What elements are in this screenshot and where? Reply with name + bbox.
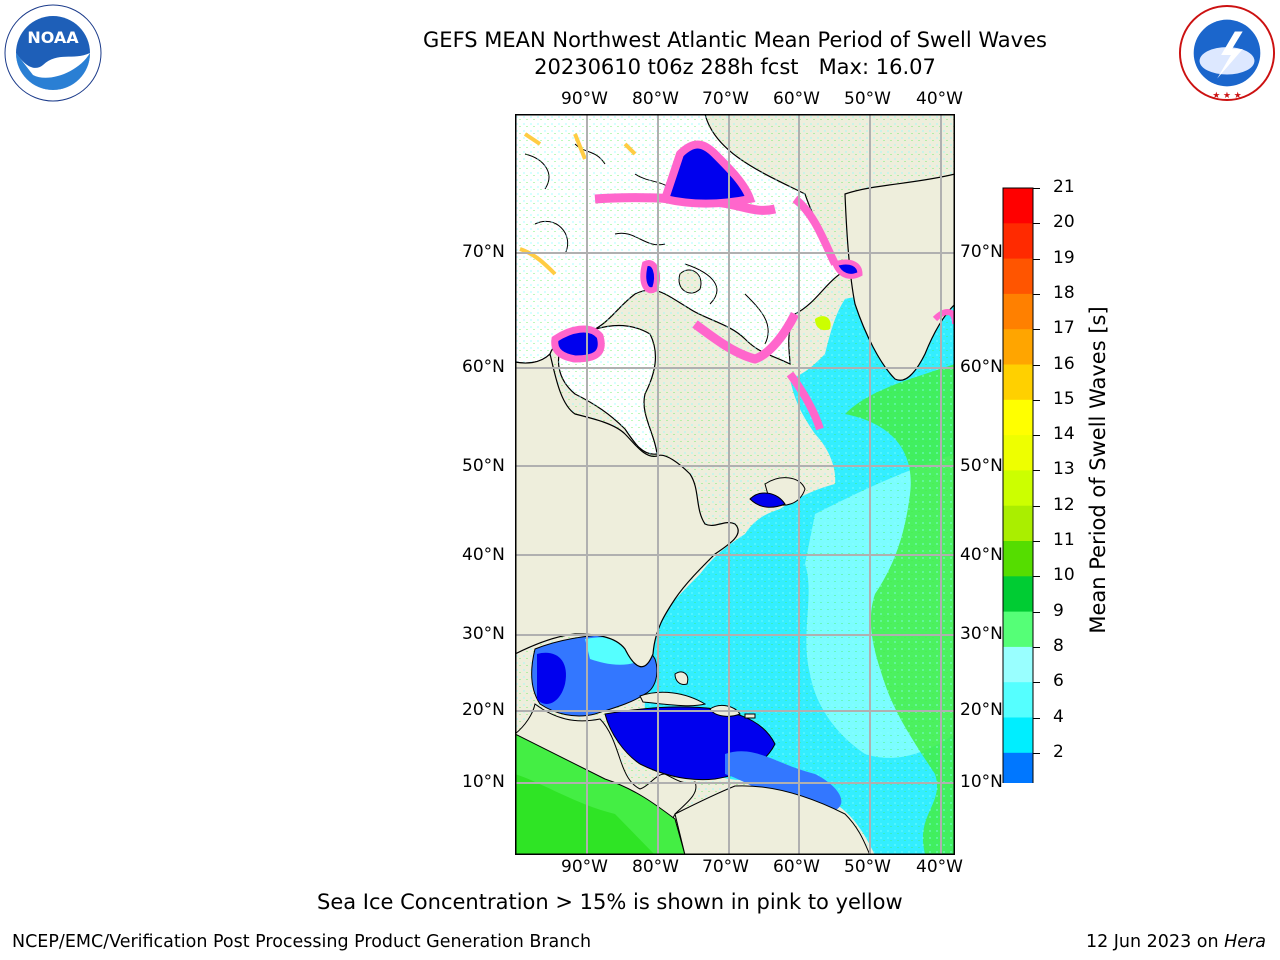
colorbar-segment bbox=[1003, 258, 1033, 295]
max-label: Max: 16.07 bbox=[818, 55, 936, 79]
colorbar-tick bbox=[1033, 258, 1040, 260]
colorbar-segment bbox=[1003, 435, 1033, 471]
colorbar-tick-label: 12 bbox=[1053, 494, 1075, 515]
colorbar-tick-label: 8 bbox=[1053, 635, 1064, 656]
colorbar-tick bbox=[1033, 470, 1040, 472]
colorbar-title: Mean Period of Swell Waves [s] bbox=[1086, 306, 1110, 634]
graticule bbox=[515, 114, 955, 855]
colorbar-tick bbox=[1033, 752, 1040, 754]
colorbar-segment bbox=[1003, 611, 1033, 648]
lat-label-right: 40°N bbox=[960, 545, 1003, 565]
colorbar-tick-label: 9 bbox=[1053, 600, 1064, 621]
colorbar-tick-label: 17 bbox=[1053, 318, 1075, 339]
colorbar-segment bbox=[1003, 752, 1033, 783]
footer-branch: NCEP/EMC/Verification Post Processing Pr… bbox=[12, 932, 592, 952]
sea-ice-note: Sea Ice Concentration > 15% is shown in … bbox=[317, 890, 903, 914]
colorbar-segment bbox=[1003, 682, 1033, 718]
map bbox=[515, 114, 955, 855]
colorbar-segment bbox=[1003, 293, 1033, 330]
colorbar-tick bbox=[1033, 717, 1040, 719]
colorbar-tick bbox=[1033, 611, 1040, 613]
north-america bbox=[515, 352, 739, 668]
colorbar-tick-label: 15 bbox=[1053, 388, 1075, 409]
colorbar-segment bbox=[1003, 188, 1033, 224]
lat-label-right: 30°N bbox=[960, 624, 1003, 644]
colorbar-segment bbox=[1003, 541, 1033, 577]
colorbar-tick bbox=[1033, 505, 1040, 507]
lon-label-top: 70°W bbox=[702, 89, 749, 109]
colorbar-tick bbox=[1033, 435, 1040, 437]
lat-label-right: 50°N bbox=[960, 456, 1003, 476]
colorbar-tick bbox=[1033, 541, 1040, 542]
chart-title: GEFS MEAN Northwest Atlantic Mean Period… bbox=[423, 28, 1047, 52]
chart-subtitle: 20230610 t06z 288h fcst Max: 16.07 bbox=[295, 54, 1175, 81]
lat-label-left: 50°N bbox=[462, 456, 505, 476]
lat-label-left: 10°N bbox=[462, 772, 505, 792]
colorbar-tick-label: 16 bbox=[1053, 353, 1075, 374]
colorbar-segment bbox=[1003, 576, 1033, 613]
colorbar-tick bbox=[1033, 682, 1040, 684]
colorbar-tick-label: 10 bbox=[1053, 565, 1075, 586]
sea-ice bbox=[519, 132, 955, 431]
colorbar-tick bbox=[1033, 576, 1040, 578]
colorbar-segment bbox=[1003, 470, 1033, 507]
lat-label-right: 10°N bbox=[960, 772, 1003, 792]
colorbar-tick bbox=[1033, 364, 1040, 366]
lat-label-right: 70°N bbox=[960, 242, 1003, 262]
colorbar-tick bbox=[1033, 188, 1040, 189]
lat-label-left: 40°N bbox=[462, 545, 505, 565]
lon-label-bottom: 60°W bbox=[773, 857, 820, 877]
lat-label-left: 60°N bbox=[462, 357, 505, 377]
noaa-logo-text: NOAA bbox=[27, 28, 79, 47]
lat-label-right: 60°N bbox=[960, 357, 1003, 377]
lon-label-top: 80°W bbox=[632, 89, 679, 109]
lon-label-bottom: 40°W bbox=[916, 857, 963, 877]
colorbar-outline bbox=[1002, 187, 1034, 783]
lon-label-bottom: 70°W bbox=[702, 857, 749, 877]
colorbar bbox=[1002, 187, 1034, 783]
lon-label-top: 40°W bbox=[916, 89, 963, 109]
colorbar-tick-label: 2 bbox=[1053, 741, 1064, 762]
colorbar-tick-label: 13 bbox=[1053, 459, 1075, 480]
footer-date-text: 12 Jun 2023 on bbox=[1085, 932, 1225, 952]
lat-label-left: 30°N bbox=[462, 624, 505, 644]
run-label: 20230610 t06z 288h fcst bbox=[534, 55, 799, 79]
colorbar-segment bbox=[1003, 329, 1033, 365]
svg-text:★ ★ ★: ★ ★ ★ bbox=[1212, 91, 1241, 101]
colorbar-tick-label: 6 bbox=[1053, 671, 1064, 692]
lon-label-top: 50°W bbox=[844, 89, 891, 109]
colorbar-tick bbox=[1033, 646, 1040, 648]
colorbar-tick bbox=[1033, 293, 1040, 295]
noaa-logo: NOAA bbox=[4, 4, 102, 102]
colorbar-segment bbox=[1003, 364, 1033, 401]
colorbar-tick-label: 4 bbox=[1053, 706, 1064, 727]
lon-label-top: 60°W bbox=[773, 89, 820, 109]
colorbar-segment bbox=[1003, 717, 1033, 754]
colorbar-tick bbox=[1033, 223, 1040, 225]
lon-label-bottom: 50°W bbox=[844, 857, 891, 877]
lat-label-left: 70°N bbox=[462, 242, 505, 262]
lon-label-top: 90°W bbox=[561, 89, 608, 109]
colorbar-tick-label: 18 bbox=[1053, 282, 1075, 303]
colorbar-tick bbox=[1033, 399, 1040, 401]
footer-host: Hera bbox=[1224, 932, 1266, 952]
lon-label-bottom: 80°W bbox=[632, 857, 679, 877]
colorbar-tick-label: 21 bbox=[1053, 177, 1075, 197]
colorbar-tick-label: 19 bbox=[1053, 247, 1075, 268]
lon-label-bottom: 90°W bbox=[561, 857, 608, 877]
greenland bbox=[844, 173, 955, 381]
lat-label-right: 20°N bbox=[960, 700, 1003, 720]
nws-logo: ★ ★ ★ bbox=[1178, 4, 1276, 101]
colorbar-segment bbox=[1003, 505, 1033, 542]
colorbar-segment bbox=[1003, 646, 1033, 683]
colorbar-tick-label: 14 bbox=[1053, 424, 1075, 445]
colorbar-segment bbox=[1003, 399, 1033, 436]
lat-label-left: 20°N bbox=[462, 700, 505, 720]
colorbar-tick-label: 20 bbox=[1053, 212, 1075, 233]
colorbar-tick-label: 11 bbox=[1053, 530, 1075, 550]
colorbar-segment bbox=[1003, 223, 1033, 260]
footer-date: 12 Jun 2023 on Hera bbox=[1086, 932, 1266, 952]
colorbar-tick bbox=[1033, 329, 1040, 331]
